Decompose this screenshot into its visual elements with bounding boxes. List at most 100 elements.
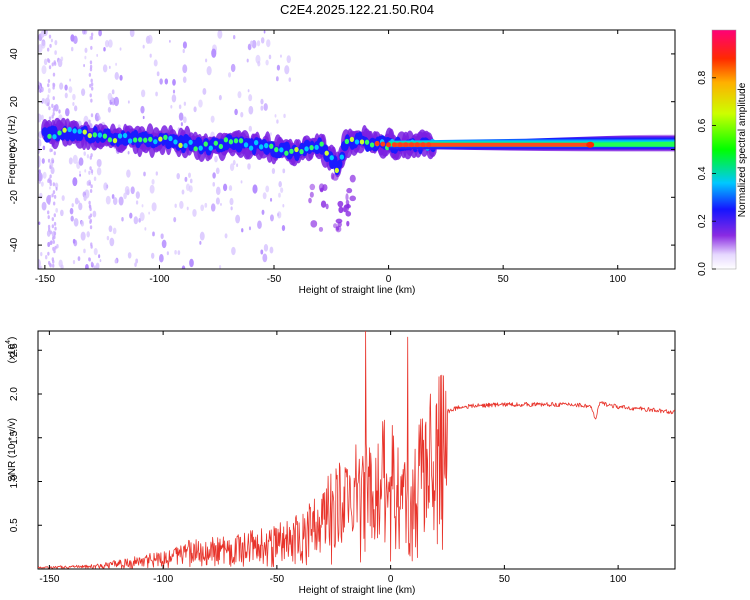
snr-scale-base: (x10 bbox=[7, 343, 18, 363]
spectral-speckle bbox=[90, 45, 93, 50]
spectral-speckle bbox=[52, 263, 55, 268]
spectral-speckle bbox=[129, 212, 133, 219]
spectral-core bbox=[243, 142, 249, 148]
spectral-speckle bbox=[134, 262, 137, 268]
spectral-speckle bbox=[199, 240, 202, 245]
spectral-speckle bbox=[202, 87, 207, 95]
spectral-core bbox=[148, 136, 153, 142]
spectral-speckle bbox=[52, 72, 56, 77]
spectral-speckle bbox=[280, 187, 284, 193]
spectral-speckle bbox=[72, 93, 76, 101]
spectral-speckle bbox=[217, 30, 223, 39]
snr-y-scale-factor: (x104) bbox=[5, 337, 18, 364]
spectral-peak-dot bbox=[586, 141, 595, 148]
spectral-speckle bbox=[114, 72, 119, 80]
spectral-core bbox=[369, 142, 375, 148]
spectral-speckle bbox=[234, 108, 238, 116]
spectral-speckle bbox=[240, 180, 243, 184]
spectral-speckle bbox=[51, 103, 54, 109]
spectral-speckle bbox=[333, 223, 338, 229]
spectral-speckle bbox=[81, 88, 86, 96]
spectral-speckle bbox=[51, 62, 54, 67]
spectral-speckle bbox=[188, 172, 192, 178]
spectral-speckle bbox=[53, 213, 56, 218]
spectral-speckle bbox=[114, 259, 118, 264]
spectral-speckle bbox=[210, 115, 215, 123]
spectral-speckle bbox=[309, 191, 314, 198]
spectral-speckle bbox=[218, 94, 222, 101]
spectral-speckle bbox=[88, 170, 91, 175]
spectral-speckle bbox=[224, 233, 228, 239]
spectral-core bbox=[47, 133, 52, 139]
snr-x-ticks: -150 -100 -50 0 50 100 bbox=[39, 331, 627, 585]
spectral-speckle bbox=[47, 196, 51, 201]
spectral-speckle bbox=[82, 30, 86, 35]
spectral-core bbox=[284, 150, 289, 156]
spectral-speckle bbox=[260, 105, 264, 111]
spectral-core bbox=[117, 133, 123, 139]
spectral-speckle bbox=[73, 218, 79, 227]
spectral-speckle bbox=[41, 201, 47, 211]
x-tick-label: -150 bbox=[35, 274, 55, 285]
colorbar-label: Normalized spectral amplitude bbox=[737, 82, 748, 217]
spectral-speckle bbox=[72, 259, 76, 265]
spectral-speckle bbox=[89, 60, 93, 65]
spectral-speckle bbox=[102, 64, 108, 73]
spectral-core bbox=[324, 150, 329, 156]
spectral-speckle bbox=[309, 183, 316, 191]
colorbar-tick-label: 0.8 bbox=[697, 70, 708, 84]
spectral-speckle bbox=[247, 89, 250, 93]
spectral-speckle bbox=[47, 94, 50, 99]
spectral-speckle bbox=[48, 116, 52, 121]
spectral-speckle bbox=[90, 184, 93, 189]
spectral-speckle bbox=[230, 206, 233, 211]
spectral-speckle bbox=[57, 58, 63, 68]
spectral-speckle bbox=[127, 252, 132, 259]
spectral-speckle bbox=[275, 76, 279, 82]
spectral-speckle bbox=[86, 154, 90, 159]
spectral-speckle bbox=[52, 83, 56, 88]
spectral-speckle bbox=[135, 200, 139, 205]
spectral-speckle bbox=[50, 38, 53, 43]
spectral-core bbox=[143, 137, 148, 143]
spectral-speckle bbox=[181, 265, 186, 269]
spectral-speckle bbox=[89, 188, 93, 193]
spectral-speckle bbox=[151, 202, 157, 212]
spectral-speckle bbox=[248, 226, 252, 231]
spectral-speckle bbox=[49, 182, 52, 187]
spectral-speckle bbox=[142, 44, 145, 49]
spectral-speckle bbox=[240, 111, 244, 118]
spectral-speckle bbox=[271, 168, 276, 175]
spectral-speckle bbox=[40, 181, 44, 187]
spectral-speckle bbox=[93, 265, 97, 269]
spectral-peak-dot bbox=[414, 142, 420, 148]
spectral-speckle bbox=[346, 187, 353, 194]
spectral-speckle bbox=[52, 259, 55, 264]
spectral-speckle bbox=[84, 55, 87, 60]
spectral-speckle bbox=[42, 171, 47, 179]
spectral-core bbox=[77, 128, 82, 134]
spectral-speckle bbox=[257, 220, 262, 229]
spectral-core bbox=[92, 132, 98, 138]
colorbar-ticks: 0.0 0.2 0.4 0.6 0.8 bbox=[697, 70, 716, 276]
spectral-speckle bbox=[237, 91, 242, 99]
spectral-speckle bbox=[338, 206, 344, 214]
spectrogram-y-label: Frequency (Hz) bbox=[7, 116, 18, 185]
spectral-core bbox=[183, 142, 188, 149]
spectral-core bbox=[102, 133, 108, 139]
spectral-speckle bbox=[288, 77, 292, 82]
y-tick-label: -20 bbox=[9, 190, 20, 205]
spectral-speckle bbox=[211, 48, 217, 58]
spectral-speckle bbox=[260, 37, 265, 44]
spectral-speckle bbox=[64, 92, 68, 99]
x-tick-label: 50 bbox=[499, 574, 511, 585]
spectral-speckle bbox=[192, 208, 197, 217]
spectral-speckle bbox=[277, 211, 282, 219]
spectral-speckle bbox=[121, 217, 124, 222]
spectral-speckle bbox=[103, 182, 108, 191]
spectral-speckle bbox=[61, 195, 65, 201]
spectral-speckle bbox=[178, 104, 182, 110]
spectral-speckle bbox=[58, 259, 63, 268]
x-tick-label: 50 bbox=[498, 274, 510, 285]
spectral-speckle bbox=[98, 254, 101, 259]
